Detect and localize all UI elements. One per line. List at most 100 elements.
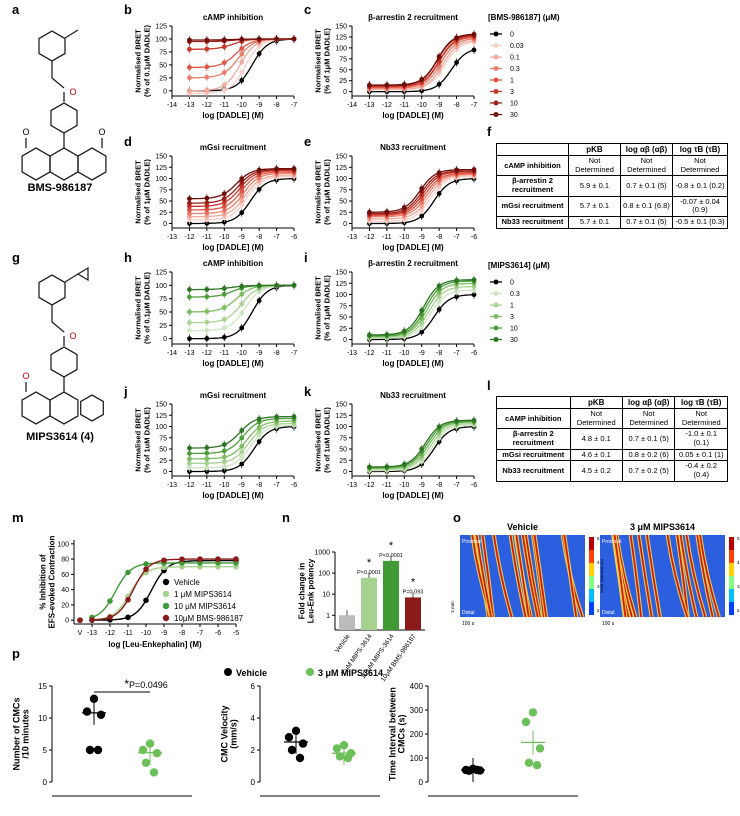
significance-star: * xyxy=(389,540,394,552)
distal-label: Distal xyxy=(602,610,615,616)
legend-marker xyxy=(493,54,499,60)
data-point xyxy=(221,468,227,474)
table-f-header: pKB log αβ (αβ) log τB (τB) xyxy=(496,142,729,157)
data-point xyxy=(367,209,372,215)
y-tick-label: 25 xyxy=(159,323,167,330)
scale-x-label: 100 s xyxy=(462,621,475,627)
data-point xyxy=(221,44,227,50)
data-point xyxy=(221,60,227,66)
y-axis-label: (% of 0.1μM DADLE) xyxy=(143,271,152,344)
table-cell: 0.8 ± 0.2 (6) xyxy=(621,448,676,462)
panel-label-m: m xyxy=(12,510,24,525)
data-point xyxy=(187,309,192,315)
x-axis-label: log [DADLE] (M) xyxy=(202,243,264,252)
table-cell: Not Determined xyxy=(621,408,676,430)
y-axis-label: % Inhibition of xyxy=(39,554,48,609)
y-tick-label: 0 xyxy=(163,88,167,95)
x-tick-label: -7 xyxy=(453,350,459,357)
y-tick-label: 125 xyxy=(335,34,347,41)
table-f-head: pKB xyxy=(567,142,621,157)
colorbar-segment xyxy=(729,563,734,576)
data-point xyxy=(274,414,279,420)
y-axis-label: (mm/s) xyxy=(229,719,239,749)
x-tick-label: -8 xyxy=(179,630,185,637)
y-tick-label: 75 xyxy=(339,435,347,442)
data-point xyxy=(274,282,279,288)
colorbar-tick: 5 xyxy=(597,536,600,541)
data-point xyxy=(187,451,192,456)
y-tick-label: 150 xyxy=(335,24,347,31)
y-axis-label: Time Interval between xyxy=(388,687,398,781)
y-tick-label: 2 xyxy=(251,746,256,755)
y-tick-label: 0 xyxy=(419,778,424,787)
data-point xyxy=(161,557,167,564)
y-tick-label: 25 xyxy=(339,78,347,85)
data-point xyxy=(454,35,459,41)
scale-y-label: 5 mm xyxy=(450,601,455,613)
contraction-core xyxy=(685,534,707,618)
data-point xyxy=(204,450,210,456)
data-point xyxy=(454,277,459,283)
y-tick-label: 60 xyxy=(61,572,69,579)
legend-marker xyxy=(493,31,499,37)
y-tick-label: 125 xyxy=(155,413,167,420)
data-point xyxy=(256,186,262,192)
y-axis-label: Normalised BRET xyxy=(134,408,143,472)
x-tick-label: -13 xyxy=(184,102,194,109)
data-point xyxy=(239,310,245,316)
data-point xyxy=(256,298,262,303)
colorbar-segment xyxy=(729,589,734,602)
table-cell: Nb33 recruitment xyxy=(496,215,569,229)
contraction-core xyxy=(676,534,689,618)
table-l-head: log αβ (αβ) xyxy=(621,395,676,410)
y-tick-label: 25 xyxy=(339,326,347,333)
y-tick-label: 300 xyxy=(410,706,424,715)
table-cell: 0.7 ± 0.1 (5) xyxy=(619,175,673,197)
data-point xyxy=(401,461,407,467)
x-tick-label: -9 xyxy=(256,350,262,357)
x-tick-label: -11 xyxy=(382,350,392,357)
chart-b: 0 25 50 75 100 125 -14 -13 -12 -11 -10 -9 -8 -7 cAMP i… xyxy=(134,13,298,120)
data-point xyxy=(287,745,297,755)
x-tick-label: -8 xyxy=(453,102,459,109)
p-value-label: P<0.0001 xyxy=(357,570,381,576)
table-row: β-arrestin 2 recruitment 5.9 ± 0.1 0.7 ±… xyxy=(496,175,729,197)
contraction-core xyxy=(509,534,527,618)
chart-n: 1 10 100 1000 Fold change in Leu-Enk potency V… xyxy=(298,540,425,683)
table-cell: 5.7 ± 0.1 xyxy=(567,215,621,229)
data-point xyxy=(221,459,227,465)
tetrazole-ring xyxy=(80,394,104,422)
y-axis-label: Normalised BRET xyxy=(314,29,323,93)
data-point xyxy=(239,455,245,461)
table-cell: -1.0 ± 0.1 (0.1) xyxy=(674,428,728,450)
colorbar-segment xyxy=(589,537,594,550)
y-tick-label: 150 xyxy=(155,154,167,161)
y-tick-label: 25 xyxy=(159,75,167,82)
left-ring xyxy=(21,391,51,425)
data-point xyxy=(93,745,103,755)
legend-label: 30 xyxy=(510,112,518,119)
x-tick-label: -12 xyxy=(364,482,374,489)
x-tick-label: -11 xyxy=(202,234,212,241)
y-tick-label: 25 xyxy=(159,458,167,465)
y-tick-label: 50 xyxy=(339,199,347,206)
data-point xyxy=(221,204,227,209)
panel-label-c: c xyxy=(304,2,311,17)
data-point xyxy=(187,320,192,326)
table-cell: Not Determined xyxy=(619,155,673,177)
x-axis-label: log [DADLE] (M) xyxy=(202,491,264,500)
panel-label-k: k xyxy=(304,384,312,399)
chart-title: β-arrestin 2 recruitment xyxy=(368,13,458,22)
y-tick-label: 150 xyxy=(155,402,167,409)
data-point xyxy=(436,170,442,176)
data-point xyxy=(239,443,245,449)
contraction-core xyxy=(629,534,642,618)
atom-label: O xyxy=(69,87,76,97)
colorbar-segment xyxy=(589,550,594,563)
data-point xyxy=(82,707,92,716)
data-point xyxy=(454,418,459,424)
x-tick-label: -10 xyxy=(399,350,409,357)
contraction-core xyxy=(637,534,653,618)
data-point xyxy=(221,305,227,310)
